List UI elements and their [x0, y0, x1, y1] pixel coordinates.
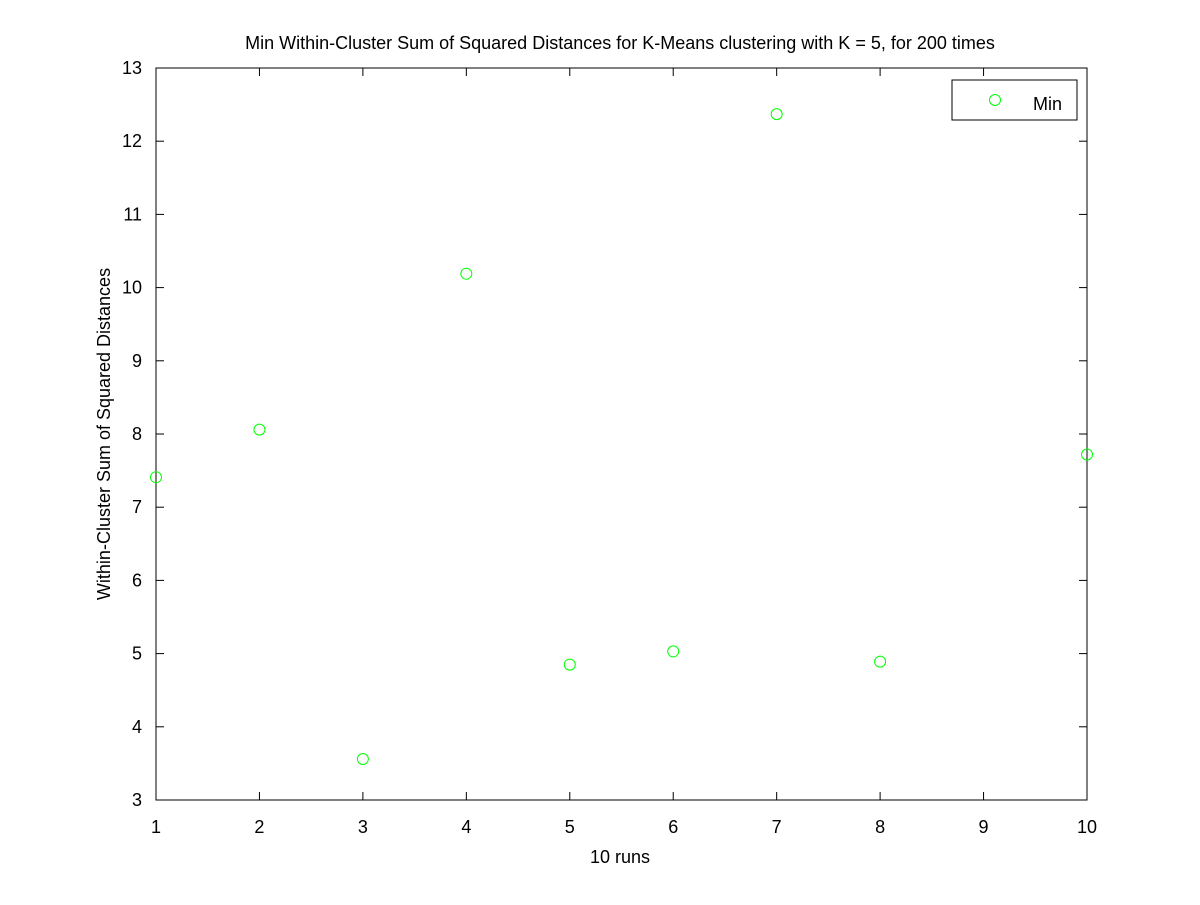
data-point: [770, 108, 783, 121]
x-tick-label: 8: [875, 817, 885, 837]
y-axis-label: Within-Cluster Sum of Squared Distances: [94, 268, 114, 600]
legend-box: [951, 79, 1078, 121]
x-axis-label: 10 runs: [590, 847, 650, 867]
x-tick-label: 4: [461, 817, 471, 837]
legend-marker-min: [989, 94, 1001, 106]
data-point: [563, 658, 576, 671]
data-point: [874, 655, 887, 668]
x-tick-label: 3: [358, 817, 368, 837]
data-point: [150, 471, 162, 484]
x-tick-label: 1: [151, 817, 161, 837]
y-tick-label: 9: [132, 351, 142, 371]
plot-area-frame: [155, 67, 1088, 801]
y-axis: 3 4 5 6 7 8 9 10 11 12 13: [122, 58, 1087, 810]
data-point: [253, 423, 266, 436]
legend: Min: [951, 79, 1078, 121]
legend-label-min: Min: [1033, 94, 1062, 114]
y-tick-label: 10: [122, 278, 142, 298]
x-tick-label: 2: [254, 817, 264, 837]
y-tick-label: 12: [122, 131, 142, 151]
chart-title: Min Within-Cluster Sum of Squared Distan…: [245, 33, 995, 53]
x-tick-label: 5: [565, 817, 575, 837]
y-tick-label: 4: [132, 717, 142, 737]
x-tick-label: 7: [772, 817, 782, 837]
x-tick-label: 10: [1077, 817, 1097, 837]
y-tick-label: 5: [132, 644, 142, 664]
y-tick-label: 8: [132, 424, 142, 444]
y-tick-label: 11: [123, 204, 142, 224]
y-tick-label: 6: [132, 570, 142, 590]
x-tick-label: 6: [668, 817, 678, 837]
data-point: [667, 645, 680, 658]
data-point: [460, 267, 473, 280]
x-axis: 1 2 3 4 5 6 7 8 9 10: [151, 68, 1097, 837]
data-points: [150, 108, 1093, 766]
y-tick-label: 7: [132, 497, 142, 517]
y-tick-label: 13: [122, 58, 142, 78]
data-point: [1081, 448, 1093, 461]
y-tick-label: 3: [132, 790, 142, 810]
data-point: [356, 753, 369, 766]
x-tick-label: 9: [979, 817, 989, 837]
